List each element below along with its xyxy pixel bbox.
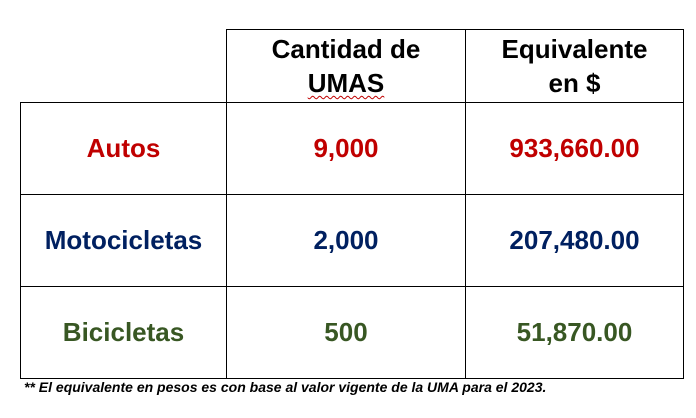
row-label: Bicicletas — [20, 286, 227, 379]
header-text: UMAS — [227, 66, 465, 100]
header-text: UMAS — [307, 68, 385, 98]
data-row: Autos 9,000 933,660.00 — [20, 102, 684, 195]
cell: 2,000 — [226, 194, 466, 287]
cell: 500 — [226, 286, 466, 379]
data-row: Bicicletas 500 51,870.00 — [20, 286, 684, 379]
header-text: en $ — [548, 68, 601, 98]
header-cell: Cantidad de UMAS — [226, 29, 466, 103]
corner-cell — [20, 29, 227, 103]
header-text: Equivalente — [501, 34, 648, 64]
row-label: Autos — [20, 102, 227, 195]
cell: 207,480.00 — [465, 194, 684, 287]
row-label: Motocicletas — [20, 194, 227, 287]
cell: 933,660.00 — [465, 102, 684, 195]
cell: 9,000 — [226, 102, 466, 195]
header-cell: Equivalente en $ — [465, 29, 684, 103]
footnote: ** El equivalente en pesos es con base a… — [24, 379, 547, 395]
cell: 51,870.00 — [465, 286, 684, 379]
header-row: Cantidad de UMAS Equivalente en $ — [20, 29, 684, 103]
header-text: Cantidad de — [271, 34, 421, 64]
uma-table: Cantidad de UMAS Equivalente en $ Autos … — [20, 29, 684, 379]
data-row: Motocicletas 2,000 207,480.00 — [20, 194, 684, 287]
